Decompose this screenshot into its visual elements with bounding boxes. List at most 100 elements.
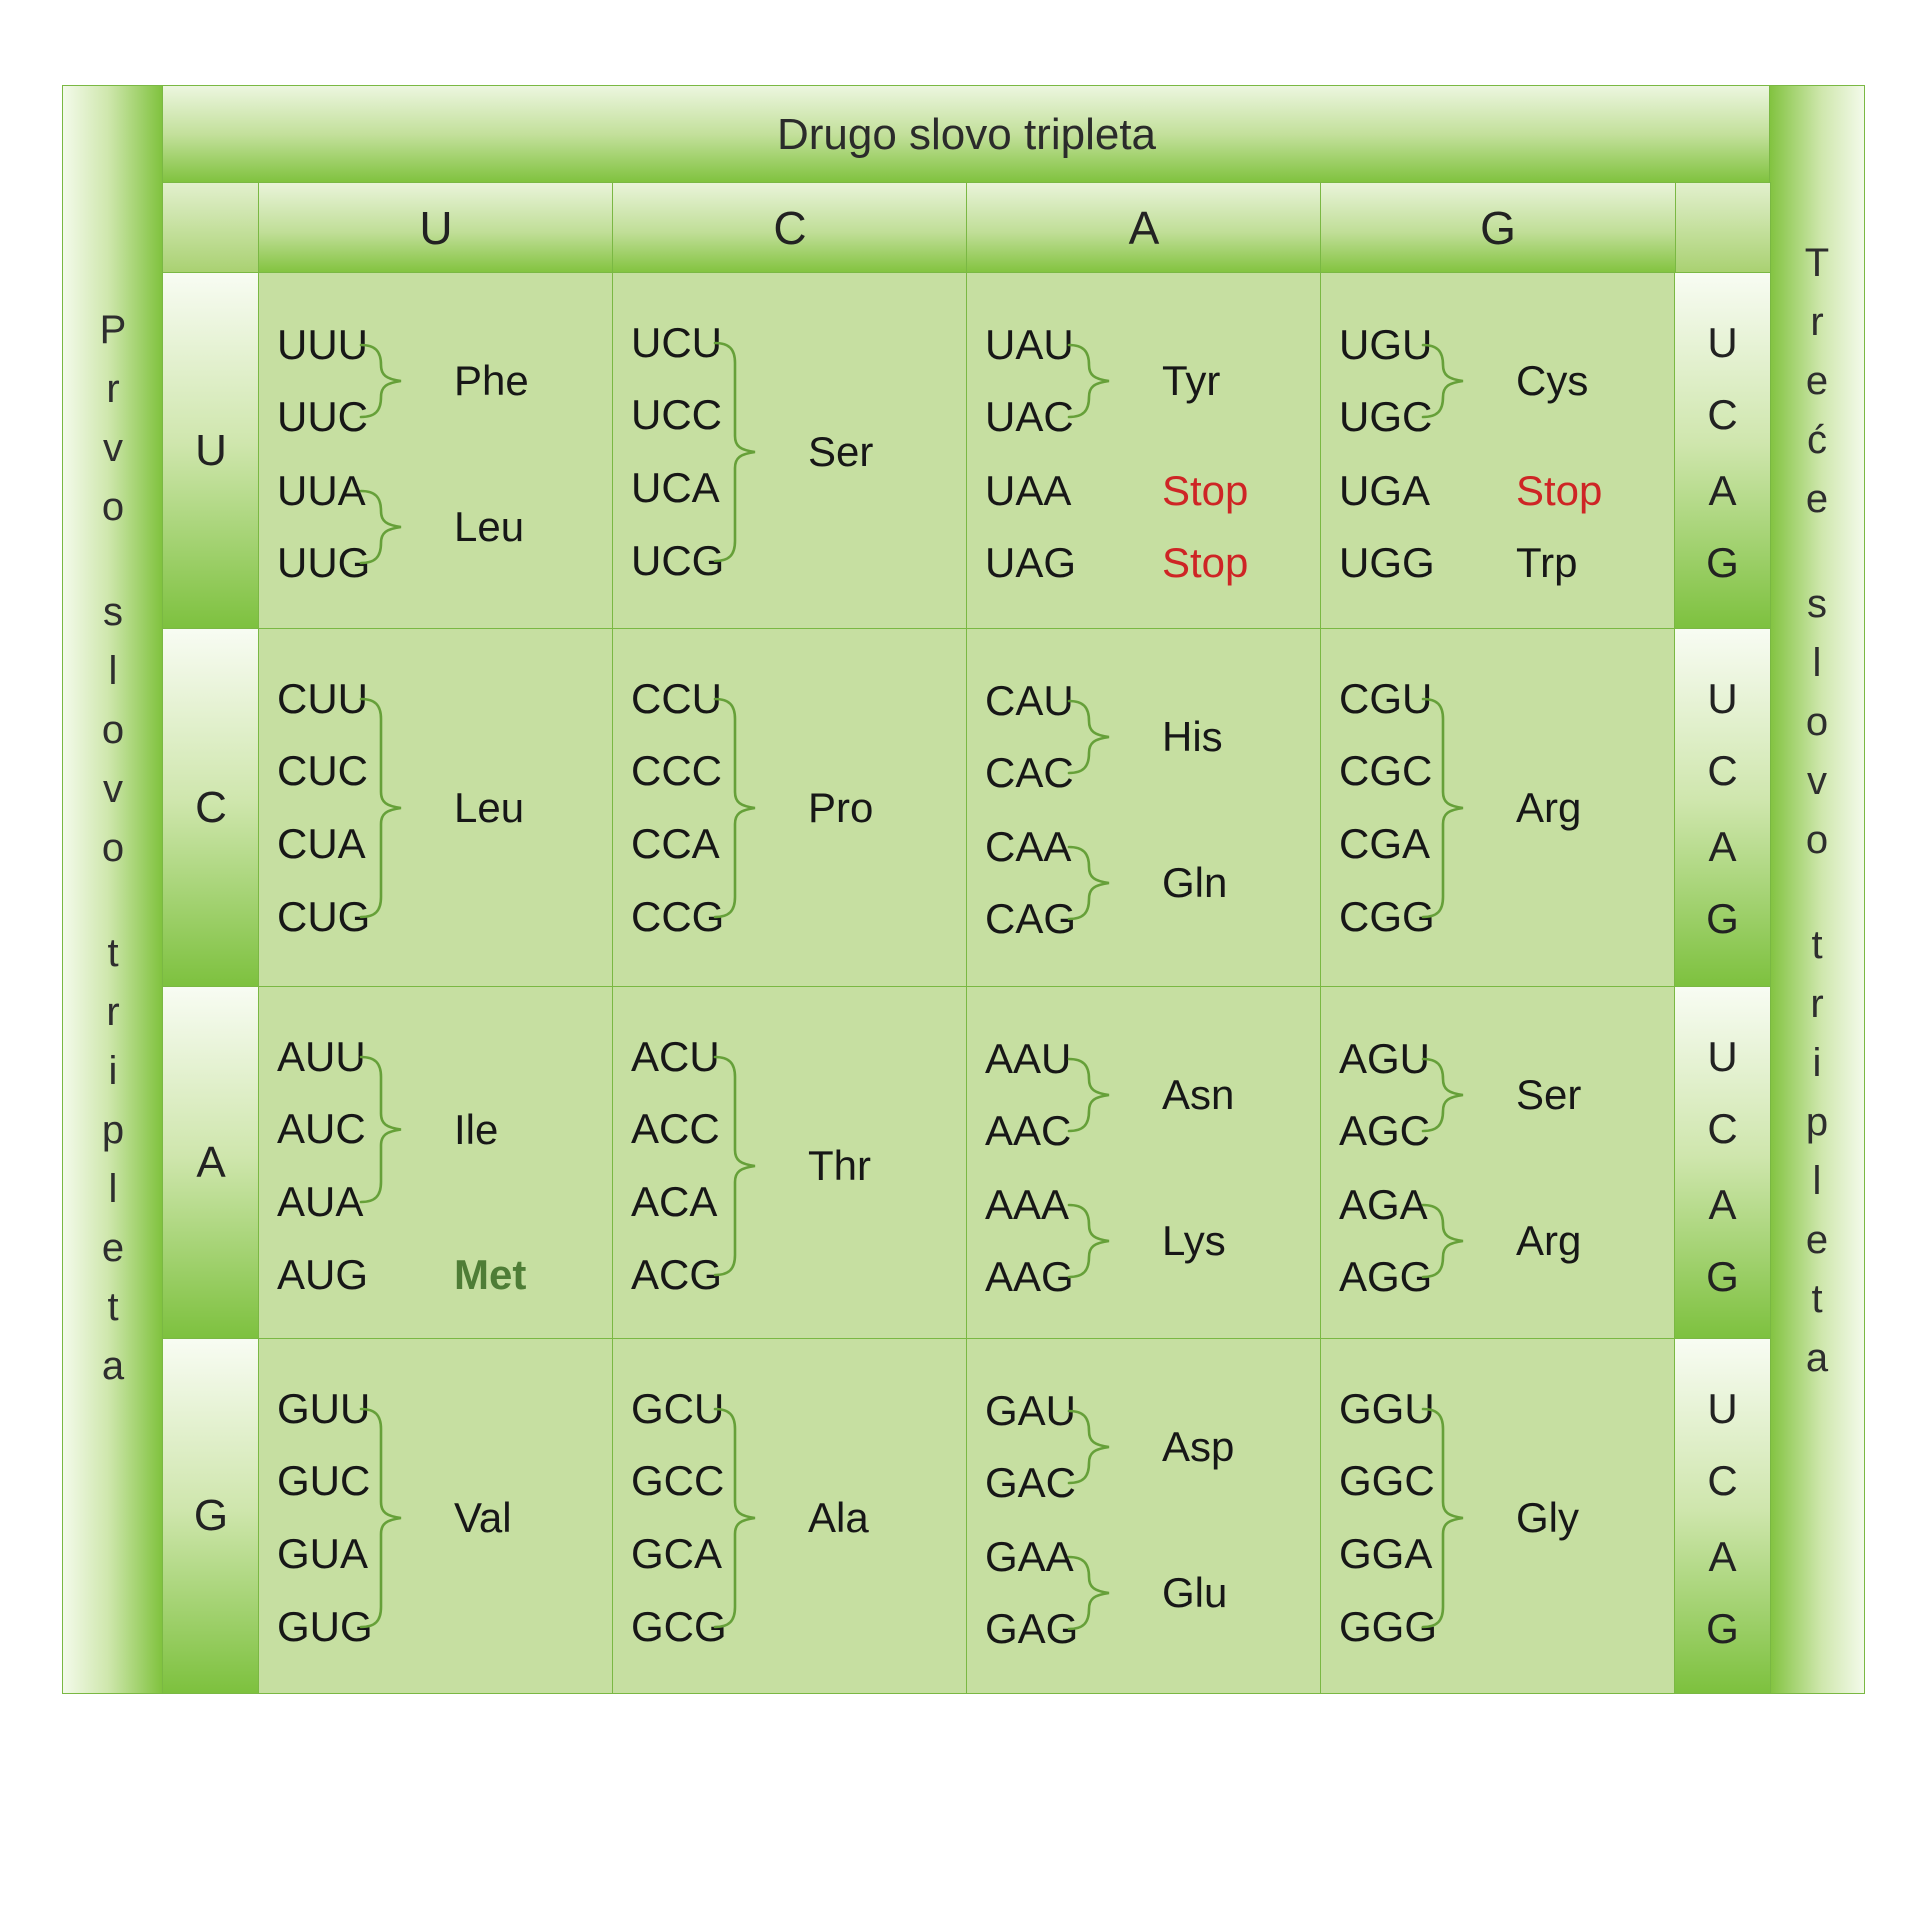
stop-label: Stop bbox=[1162, 539, 1249, 586]
axis-letter: e bbox=[1805, 477, 1829, 521]
group-brace-icon bbox=[1067, 1203, 1110, 1279]
codon-UGG: UGG bbox=[1339, 539, 1435, 586]
codon-UAU: UAU bbox=[985, 321, 1074, 368]
codon-CGA: CGA bbox=[1339, 820, 1431, 867]
group-brace-icon bbox=[1421, 1057, 1464, 1133]
axis-letter: ć bbox=[1807, 418, 1827, 462]
amino-acid-label: Asn bbox=[1162, 1071, 1235, 1118]
group-brace-icon bbox=[1067, 1409, 1110, 1485]
codon-cell-GA: GAU GAC GAA GAG Asp Glu bbox=[967, 1339, 1321, 1693]
amino-acid-label: Lys bbox=[1162, 1217, 1226, 1264]
codon-CUC: CUC bbox=[277, 747, 368, 794]
codon-UGU: UGU bbox=[1339, 321, 1433, 368]
amino-acid-label: Asp bbox=[1162, 1423, 1235, 1470]
group-brace-icon bbox=[1421, 697, 1464, 919]
axis-letter: v bbox=[103, 767, 123, 811]
axis-letter: t bbox=[107, 1285, 119, 1329]
codon-AGG: AGG bbox=[1339, 1253, 1433, 1300]
codon-UCC: UCC bbox=[631, 391, 722, 438]
codon-GUU: GUU bbox=[277, 1385, 371, 1432]
codon-AUA: AUA bbox=[277, 1178, 364, 1225]
codon-CCU: CCU bbox=[631, 675, 722, 722]
start-codon-label: Met bbox=[454, 1251, 527, 1298]
codon-UUC: UUC bbox=[277, 393, 368, 440]
stop-label: Stop bbox=[1162, 467, 1249, 514]
codon-AUG: AUG bbox=[277, 1251, 369, 1298]
column-header-U: U bbox=[259, 183, 613, 273]
row-header-A: A bbox=[163, 987, 259, 1339]
row-header-G: G bbox=[163, 1339, 259, 1693]
codon-UGC: UGC bbox=[1339, 393, 1433, 440]
codon-cell-AU: AUU AUC AUA AUG Ile Met bbox=[259, 987, 613, 1339]
axis-letter: P bbox=[99, 308, 127, 352]
codon-UGA: UGA bbox=[1339, 467, 1431, 514]
axis-letter: p bbox=[101, 1108, 125, 1152]
codon-CAA: CAA bbox=[985, 823, 1072, 870]
group-brace-icon bbox=[359, 697, 402, 919]
amino-acid-label: Ser bbox=[1516, 1071, 1582, 1118]
axis-letter: v bbox=[103, 426, 123, 470]
codon-AGU: AGU bbox=[1339, 1035, 1431, 1082]
third-letter-U: U bbox=[1707, 675, 1738, 722]
codon-cell-AA: AAU AAC AAA AAG Asn Lys bbox=[967, 987, 1321, 1339]
axis-letter: l bbox=[108, 1167, 118, 1211]
axis-letter: r bbox=[106, 990, 120, 1034]
codon-GCG: GCG bbox=[631, 1603, 727, 1650]
axis-letter: t bbox=[1811, 1277, 1823, 1321]
codon-UUU: UUU bbox=[277, 321, 368, 368]
codon-UUG: UUG bbox=[277, 539, 371, 586]
codon-cell-UG: UGU UGC UGA UGG Cys Stop Trp bbox=[1321, 273, 1675, 629]
codon-ACA: ACA bbox=[631, 1178, 718, 1225]
axis-letter: l bbox=[108, 649, 118, 693]
codon-CUA: CUA bbox=[277, 820, 366, 867]
third-letter-G: G bbox=[1706, 1253, 1739, 1300]
third-letter-A: A bbox=[1708, 467, 1737, 514]
codon-cell-CU: CUU CUC CUA CUG Leu bbox=[259, 629, 613, 987]
header-corner-right bbox=[1675, 183, 1770, 273]
codon-UAG: UAG bbox=[985, 539, 1077, 586]
codon-GUA: GUA bbox=[277, 1530, 369, 1577]
codon-CAC: CAC bbox=[985, 749, 1074, 796]
codon-cell-UU: UUU UUC UUA UUG Phe Leu bbox=[259, 273, 613, 629]
codon-CUU: CUU bbox=[277, 675, 368, 722]
codon-AGA: AGA bbox=[1339, 1181, 1428, 1228]
codon-ACU: ACU bbox=[631, 1033, 720, 1080]
codon-AUC: AUC bbox=[277, 1105, 366, 1152]
row-header-C: C bbox=[163, 629, 259, 987]
third-letter-G: G bbox=[1706, 895, 1739, 942]
codon-cell-AG: AGU AGC AGA AGG Ser Arg bbox=[1321, 987, 1675, 1339]
amino-acid-label: Phe bbox=[454, 357, 529, 404]
codon-UAC: UAC bbox=[985, 393, 1074, 440]
group-brace-icon bbox=[1067, 343, 1110, 419]
axis-letter: o bbox=[101, 485, 125, 529]
amino-acid-label: Leu bbox=[454, 503, 525, 550]
column-header-A: A bbox=[967, 183, 1321, 273]
axis-letter: r bbox=[1810, 982, 1824, 1026]
amino-acid-label: Arg bbox=[1516, 1217, 1582, 1264]
group-brace-icon bbox=[1067, 1057, 1110, 1133]
codon-GUG: GUG bbox=[277, 1603, 373, 1650]
third-letter-C: C bbox=[1707, 1457, 1738, 1504]
codon-ACC: ACC bbox=[631, 1105, 720, 1152]
codon-GAU: GAU bbox=[985, 1387, 1077, 1434]
amino-acid-label: Pro bbox=[808, 784, 874, 831]
group-brace-icon bbox=[713, 1407, 756, 1629]
group-brace-icon bbox=[713, 341, 756, 563]
codon-GGG: GGG bbox=[1339, 1603, 1438, 1650]
axis-letter: s bbox=[103, 590, 123, 634]
codon-GAA: GAA bbox=[985, 1533, 1074, 1580]
amino-acid-label: Leu bbox=[454, 784, 525, 831]
codon-CCC: CCC bbox=[631, 747, 722, 794]
codon-GCA: GCA bbox=[631, 1530, 723, 1577]
axis-letter: T bbox=[1804, 241, 1830, 285]
axis-letter: p bbox=[1805, 1100, 1829, 1144]
codon-CCG: CCG bbox=[631, 893, 725, 940]
codon-CUG: CUG bbox=[277, 893, 371, 940]
codon-UCU: UCU bbox=[631, 319, 722, 366]
axis-letter: l bbox=[1812, 1159, 1822, 1203]
